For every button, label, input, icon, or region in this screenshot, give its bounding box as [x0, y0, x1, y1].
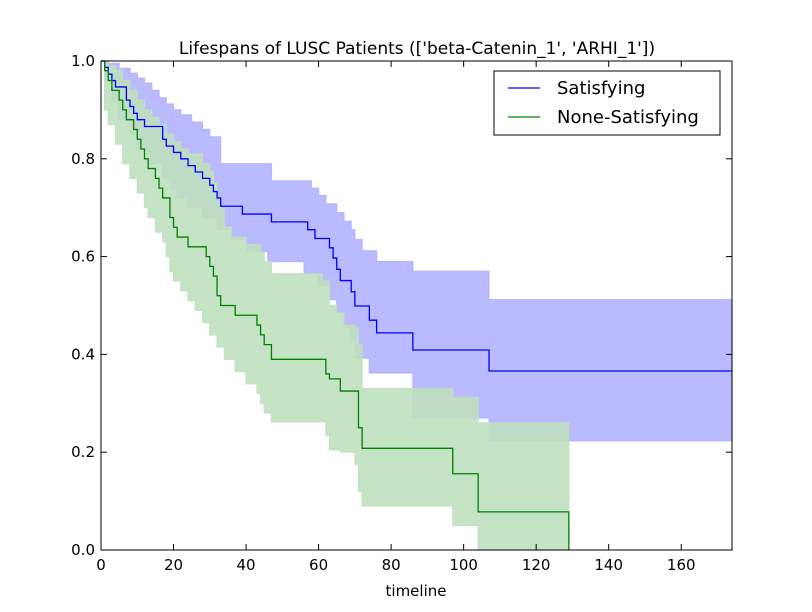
- y-tick-label: 0.0: [71, 541, 95, 559]
- x-tick-label: 20: [164, 556, 183, 574]
- x-tick-label: 100: [449, 556, 478, 574]
- y-tick-label: 0.2: [71, 443, 95, 461]
- legend-label-0: Satisfying: [557, 78, 645, 99]
- x-tick-label: 160: [667, 556, 696, 574]
- x-tick-label: 80: [382, 556, 401, 574]
- x-tick-label: 40: [237, 556, 256, 574]
- y-tick-label: 0.4: [71, 345, 95, 363]
- survival-line-1: [101, 60, 570, 550]
- confidence-bands: [101, 60, 733, 551]
- legend: Satisfying None-Satisfying: [493, 70, 721, 136]
- survival-line-0: [101, 60, 732, 372]
- y-tick-label: 1.0: [71, 52, 95, 70]
- x-tick-label: 0: [96, 556, 106, 574]
- survival-lines: [101, 60, 732, 550]
- chart-title: Lifespans of LUSC Patients (['beta-Caten…: [179, 39, 655, 59]
- legend-items: Satisfying None-Satisfying: [508, 78, 699, 128]
- y-tick-labels: 0.0 0.2 0.4 0.6 0.8 1.0: [71, 52, 95, 559]
- axis-ticks: [100, 60, 732, 551]
- x-tick-label: 120: [522, 556, 551, 574]
- plot-area: [100, 60, 733, 551]
- confidence-band-1: [101, 60, 570, 551]
- x-axis-label: timeline: [386, 582, 447, 600]
- x-tick-labels: 0 20 40 60 80 100 120 140 160: [96, 556, 695, 574]
- legend-box: [493, 70, 721, 136]
- x-tick-label: 140: [594, 556, 623, 574]
- y-tick-label: 0.8: [71, 150, 95, 168]
- x-tick-label: 60: [309, 556, 328, 574]
- plot-frame: [100, 60, 733, 551]
- legend-label-1: None-Satisfying: [557, 107, 699, 128]
- y-tick-label: 0.6: [71, 248, 95, 266]
